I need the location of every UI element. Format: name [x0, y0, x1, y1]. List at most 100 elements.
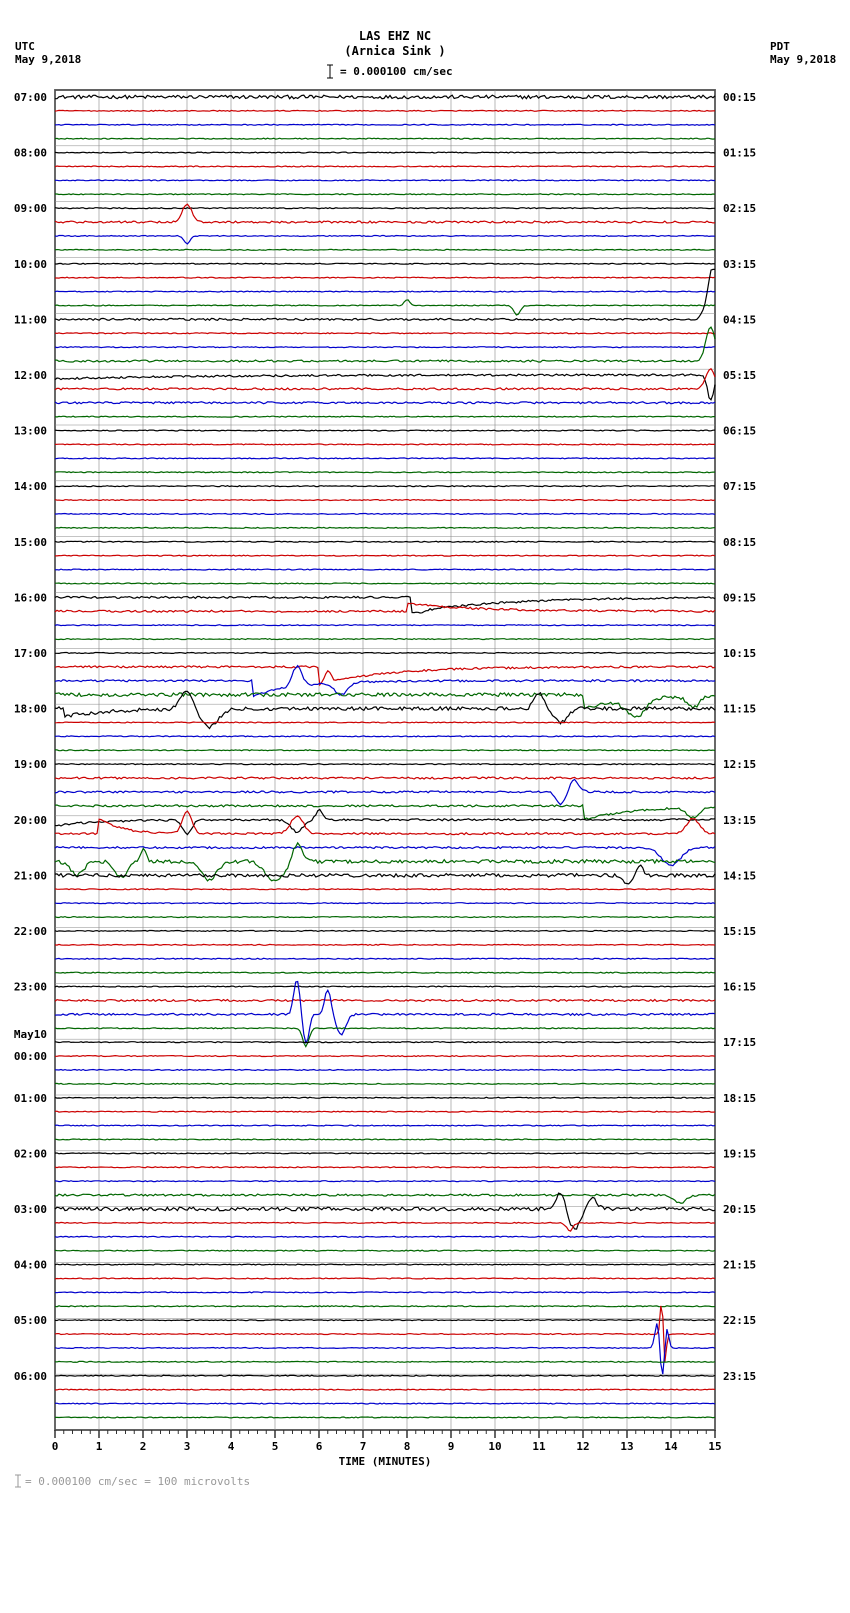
- left-time-label: 10:00: [14, 258, 47, 271]
- pdt-label: PDT: [770, 40, 790, 53]
- seismic-trace: [55, 1250, 715, 1251]
- right-time-label: 00:15: [723, 91, 756, 104]
- seismic-trace: [55, 1403, 715, 1404]
- seismic-trace: [55, 1264, 715, 1265]
- seismic-trace: [55, 1222, 715, 1231]
- x-tick: 10: [488, 1440, 501, 1453]
- left-time-label: 04:00: [14, 1259, 47, 1272]
- scale-text: = 0.000100 cm/sec: [340, 65, 453, 78]
- left-time-label: 15:00: [14, 536, 47, 549]
- left-time-label: 22:00: [14, 925, 47, 938]
- seismic-trace: [55, 291, 715, 292]
- x-tick: 6: [316, 1440, 323, 1453]
- x-tick: 12: [576, 1440, 589, 1453]
- seismic-trace: [55, 1361, 715, 1362]
- utc-date: May 9,2018: [15, 53, 81, 66]
- seismic-trace: [55, 1056, 715, 1057]
- seismic-trace: [55, 750, 715, 751]
- seismic-trace: [55, 779, 715, 804]
- seismic-trace: [55, 666, 715, 697]
- seismic-trace: [55, 208, 715, 209]
- seismic-trace: [55, 347, 715, 348]
- seismic-trace: [55, 666, 715, 685]
- seismic-trace: [55, 958, 715, 959]
- seismic-trace: [55, 639, 715, 640]
- right-time-label: 22:15: [723, 1314, 756, 1327]
- left-time-label: 09:00: [14, 202, 47, 215]
- seismic-trace: [55, 931, 715, 932]
- left-time-label: 18:00: [14, 703, 47, 716]
- seismic-trace: [55, 982, 715, 1043]
- right-time-label: 17:15: [723, 1036, 756, 1049]
- seismic-trace: [55, 583, 715, 584]
- seismic-trace: [55, 944, 715, 945]
- location-label: (Arnica Sink ): [344, 44, 445, 58]
- x-axis-label: TIME (MINUTES): [339, 1455, 432, 1468]
- seismic-trace: [55, 1070, 715, 1071]
- x-tick: 13: [620, 1440, 633, 1453]
- right-time-label: 19:15: [723, 1147, 756, 1160]
- seismic-trace: [55, 444, 715, 445]
- seismic-trace: [55, 374, 715, 400]
- right-time-label: 06:15: [723, 425, 756, 438]
- right-time-label: 21:15: [723, 1259, 756, 1272]
- seismic-trace: [55, 1111, 715, 1112]
- seismic-trace: [55, 653, 715, 654]
- pdt-date: May 9,2018: [770, 53, 836, 66]
- seismic-trace: [55, 333, 715, 334]
- seismic-trace: [55, 722, 715, 723]
- seismic-trace: [55, 486, 715, 487]
- seismic-trace: [55, 1306, 715, 1307]
- right-time-label: 12:15: [723, 758, 756, 771]
- seismic-trace: [55, 263, 715, 264]
- left-time-label: 14:00: [14, 480, 47, 493]
- right-time-label: 01:15: [723, 147, 756, 160]
- seismic-trace: [55, 110, 715, 111]
- seismic-trace: [55, 1000, 715, 1002]
- right-time-label: 18:15: [723, 1092, 756, 1105]
- seismic-trace: [55, 986, 715, 987]
- left-time-label: 16:00: [14, 591, 47, 604]
- seismic-trace: [55, 1167, 715, 1168]
- seismic-trace: [55, 95, 715, 99]
- left-time-label: 19:00: [14, 758, 47, 771]
- seismic-trace: [55, 1139, 715, 1140]
- seismic-trace: [55, 555, 715, 556]
- seismic-trace: [55, 764, 715, 765]
- seismic-trace: [55, 625, 715, 626]
- seismic-trace: [55, 458, 715, 459]
- seismic-trace: [55, 917, 715, 918]
- seismic-trace: [55, 1417, 715, 1418]
- right-time-label: 16:15: [723, 981, 756, 994]
- seismic-trace: [55, 603, 715, 612]
- seismic-trace: [55, 180, 715, 181]
- utc-label: UTC: [15, 40, 35, 53]
- left-time-label: 02:00: [14, 1147, 47, 1160]
- x-tick: 8: [404, 1440, 411, 1453]
- seismic-trace: [55, 472, 715, 473]
- seismic-trace: [55, 194, 715, 195]
- seismic-trace: [55, 736, 715, 737]
- x-tick: 14: [664, 1440, 678, 1453]
- left-time-label: 20:00: [14, 814, 47, 827]
- seismic-trace: [55, 527, 715, 528]
- seismic-trace: [55, 416, 715, 417]
- seismic-trace: [55, 500, 715, 501]
- seismic-trace: [55, 1236, 715, 1237]
- seismic-trace: [55, 514, 715, 515]
- right-time-label: 08:15: [723, 536, 756, 549]
- seismic-trace: [55, 1125, 715, 1126]
- x-tick: 1: [96, 1440, 103, 1453]
- right-time-label: 11:15: [723, 703, 756, 716]
- seismic-trace: [55, 805, 715, 819]
- seismic-trace: [55, 1320, 715, 1321]
- x-tick: 9: [448, 1440, 455, 1453]
- seismic-trace: [55, 1292, 715, 1293]
- seismogram-chart: LAS EHZ NC(Arnica Sink )= 0.000100 cm/se…: [0, 0, 850, 1613]
- seismic-trace: [55, 1028, 715, 1047]
- seismic-trace: [55, 541, 715, 542]
- right-time-label: 07:15: [723, 480, 756, 493]
- x-tick: 3: [184, 1440, 191, 1453]
- right-time-label: 02:15: [723, 202, 756, 215]
- seismic-trace: [55, 277, 715, 278]
